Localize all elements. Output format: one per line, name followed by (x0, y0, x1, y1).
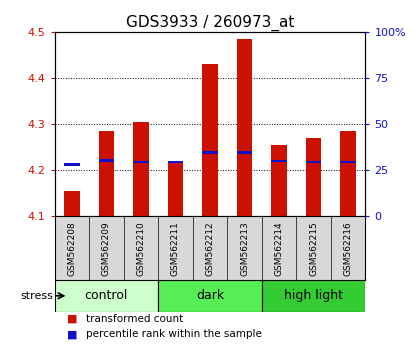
Text: control: control (85, 289, 128, 302)
Bar (158, 280, 262, 312)
Bar (340, 131, 356, 216)
Text: percentile rank within the sample: percentile rank within the sample (86, 330, 262, 339)
Text: transformed count: transformed count (86, 314, 183, 324)
Text: GSM562215: GSM562215 (309, 222, 318, 276)
Bar (168, 161, 183, 164)
Bar (55, 280, 158, 312)
Text: high light: high light (284, 289, 343, 302)
Bar (271, 145, 287, 216)
Bar (340, 161, 356, 164)
Text: GSM562211: GSM562211 (171, 222, 180, 276)
Title: GDS3933 / 260973_at: GDS3933 / 260973_at (126, 14, 294, 30)
Bar (202, 64, 218, 216)
Bar (64, 191, 80, 216)
Text: GSM562208: GSM562208 (67, 222, 76, 276)
Bar (133, 122, 149, 216)
Bar (64, 164, 80, 166)
Bar (168, 164, 183, 216)
Text: GSM562213: GSM562213 (240, 222, 249, 276)
Text: stress: stress (20, 291, 53, 301)
Bar (99, 131, 114, 216)
Bar (133, 161, 149, 164)
Bar (99, 159, 114, 161)
Text: dark: dark (196, 289, 224, 302)
Bar (306, 161, 321, 164)
Bar (237, 39, 252, 216)
Text: GSM562210: GSM562210 (136, 222, 145, 276)
Bar (271, 160, 287, 162)
Bar (202, 152, 218, 154)
Text: GSM562209: GSM562209 (102, 222, 111, 276)
Bar (306, 138, 321, 216)
Text: GSM562214: GSM562214 (275, 222, 284, 276)
Bar (237, 152, 252, 154)
Text: ■: ■ (67, 330, 78, 339)
Bar (262, 280, 365, 312)
Text: GSM562216: GSM562216 (344, 222, 353, 276)
Text: GSM562212: GSM562212 (205, 222, 215, 276)
Text: ■: ■ (67, 314, 78, 324)
